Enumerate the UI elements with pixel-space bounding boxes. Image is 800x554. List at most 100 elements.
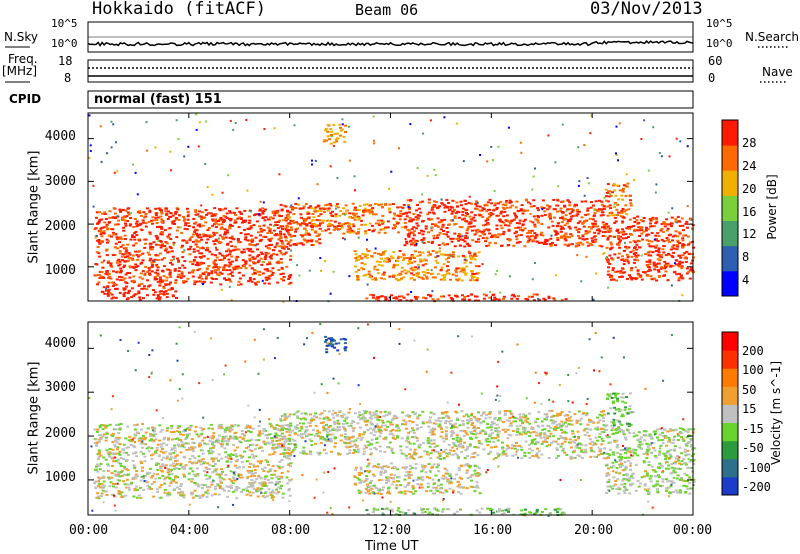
range-cell bbox=[359, 257, 363, 260]
range-cell bbox=[96, 463, 99, 466]
scatter-cell bbox=[245, 119, 248, 121]
range-cell bbox=[421, 251, 425, 254]
range-cell bbox=[610, 276, 614, 279]
range-cell bbox=[235, 497, 239, 500]
range-cell bbox=[360, 436, 364, 439]
scatter-cell bbox=[587, 182, 590, 185]
scatter-cell bbox=[348, 275, 351, 278]
range-cell bbox=[202, 428, 205, 430]
range-cell bbox=[179, 464, 183, 467]
range-cell bbox=[106, 228, 110, 231]
scatter-cell bbox=[387, 226, 390, 229]
scatter-cell bbox=[195, 128, 198, 131]
range-cell bbox=[373, 265, 377, 268]
range-cell bbox=[526, 209, 529, 212]
range-cell bbox=[310, 207, 314, 210]
range-cell bbox=[125, 478, 129, 481]
range-cell bbox=[181, 244, 184, 247]
range-cell bbox=[294, 243, 298, 246]
range-cell bbox=[120, 237, 124, 240]
scatter-cell bbox=[154, 146, 157, 149]
range-cell bbox=[464, 234, 468, 237]
range-cell bbox=[446, 235, 450, 238]
range-cell bbox=[396, 257, 400, 260]
range-cell bbox=[268, 255, 272, 258]
range-cell bbox=[223, 437, 227, 440]
range-cell bbox=[608, 235, 612, 238]
range-cell bbox=[571, 209, 575, 212]
range-cell bbox=[252, 463, 256, 466]
range-cell bbox=[106, 240, 110, 243]
scatter-cell bbox=[647, 169, 650, 172]
range-cell bbox=[481, 237, 485, 240]
range-cell bbox=[115, 287, 119, 290]
range-cell bbox=[129, 223, 133, 226]
range-cell bbox=[256, 460, 260, 463]
range-cell bbox=[133, 428, 137, 431]
range-cell bbox=[200, 449, 204, 452]
range-cell bbox=[404, 466, 407, 469]
range-cell bbox=[594, 200, 598, 203]
range-cell bbox=[687, 253, 691, 256]
range-cell bbox=[177, 270, 181, 273]
range-cell bbox=[587, 226, 591, 228]
range-cell bbox=[118, 453, 122, 456]
range-cell bbox=[192, 226, 196, 229]
range-cell bbox=[197, 455, 201, 458]
range-cell bbox=[540, 231, 544, 234]
range-cell bbox=[671, 256, 675, 259]
range-cell bbox=[105, 424, 109, 427]
range-cell bbox=[301, 235, 304, 238]
range-cell bbox=[544, 238, 548, 241]
range-cell bbox=[167, 283, 171, 286]
range-cell bbox=[604, 188, 608, 191]
range-cell bbox=[360, 266, 364, 269]
range-cell bbox=[133, 452, 137, 455]
range-cell bbox=[276, 211, 280, 214]
range-cell bbox=[387, 490, 390, 493]
range-cell bbox=[487, 212, 491, 215]
range-cell bbox=[161, 270, 165, 273]
range-cell bbox=[410, 231, 414, 234]
range-cell bbox=[532, 299, 536, 302]
range-cell bbox=[471, 239, 475, 242]
range-cell bbox=[271, 453, 275, 456]
range-cell bbox=[176, 459, 179, 462]
range-cell bbox=[395, 435, 399, 438]
range-cell bbox=[381, 222, 385, 225]
range-cell bbox=[565, 222, 569, 225]
range-cell bbox=[275, 242, 279, 245]
range-cell bbox=[635, 256, 639, 259]
range-cell bbox=[293, 448, 297, 450]
range-cell bbox=[365, 410, 369, 413]
range-cell bbox=[351, 452, 355, 454]
range-cell bbox=[400, 452, 404, 455]
range-cell bbox=[285, 437, 289, 440]
range-cell bbox=[626, 256, 630, 259]
range-cell bbox=[125, 252, 128, 255]
range-cell bbox=[344, 124, 348, 127]
range-cell bbox=[237, 473, 241, 476]
range-cell bbox=[185, 433, 189, 436]
range-cell bbox=[254, 439, 258, 442]
range-cell bbox=[384, 202, 388, 205]
range-cell bbox=[116, 471, 120, 474]
range-cell bbox=[339, 126, 342, 129]
range-cell bbox=[654, 250, 658, 252]
range-cell bbox=[494, 202, 498, 205]
range-cell bbox=[488, 241, 492, 244]
range-cell bbox=[156, 280, 160, 283]
range-cell bbox=[360, 223, 364, 226]
range-cell bbox=[385, 476, 389, 479]
range-cell bbox=[378, 445, 382, 448]
range-cell bbox=[111, 448, 115, 451]
range-cell bbox=[217, 453, 221, 456]
range-cell bbox=[582, 225, 586, 228]
range-cell bbox=[668, 223, 672, 226]
range-cell bbox=[200, 429, 204, 432]
range-cell bbox=[212, 445, 216, 448]
range-cell bbox=[600, 245, 604, 248]
range-cell bbox=[463, 245, 467, 248]
range-cell bbox=[251, 491, 255, 494]
range-cell bbox=[142, 477, 146, 480]
